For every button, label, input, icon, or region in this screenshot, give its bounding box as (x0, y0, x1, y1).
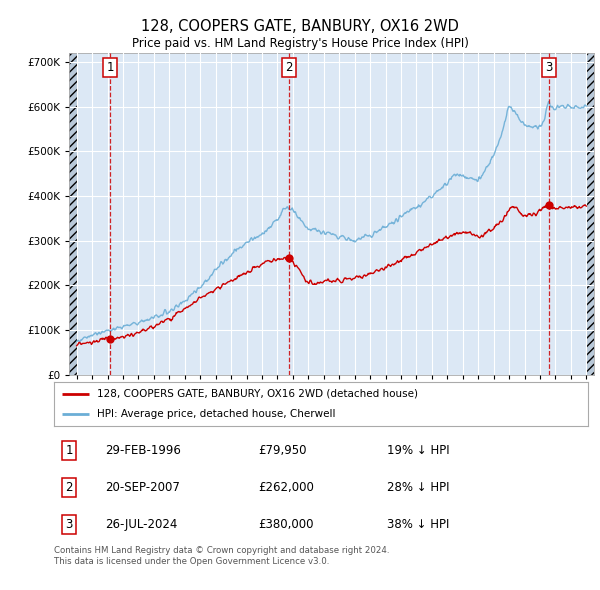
Text: 2: 2 (65, 481, 73, 494)
Text: HPI: Average price, detached house, Cherwell: HPI: Average price, detached house, Cher… (97, 409, 335, 419)
Text: £79,950: £79,950 (258, 444, 307, 457)
Text: 3: 3 (65, 518, 73, 532)
Text: 38% ↓ HPI: 38% ↓ HPI (387, 518, 449, 532)
Text: £380,000: £380,000 (258, 518, 314, 532)
Text: 1: 1 (106, 61, 114, 74)
Text: Price paid vs. HM Land Registry's House Price Index (HPI): Price paid vs. HM Land Registry's House … (131, 37, 469, 50)
Text: 26-JUL-2024: 26-JUL-2024 (105, 518, 178, 532)
Text: 128, COOPERS GATE, BANBURY, OX16 2WD (detached house): 128, COOPERS GATE, BANBURY, OX16 2WD (de… (97, 389, 418, 399)
Text: 3: 3 (545, 61, 553, 74)
Text: 19% ↓ HPI: 19% ↓ HPI (387, 444, 449, 457)
Bar (69, 53, 77, 375)
Text: Contains HM Land Registry data © Crown copyright and database right 2024.
This d: Contains HM Land Registry data © Crown c… (54, 546, 389, 566)
Text: 2: 2 (285, 61, 292, 74)
Text: 28% ↓ HPI: 28% ↓ HPI (387, 481, 449, 494)
Text: 1: 1 (65, 444, 73, 457)
Text: 128, COOPERS GATE, BANBURY, OX16 2WD: 128, COOPERS GATE, BANBURY, OX16 2WD (141, 19, 459, 34)
Text: 20-SEP-2007: 20-SEP-2007 (105, 481, 180, 494)
Text: 29-FEB-1996: 29-FEB-1996 (105, 444, 181, 457)
Bar (586, 53, 594, 375)
Text: £262,000: £262,000 (258, 481, 314, 494)
